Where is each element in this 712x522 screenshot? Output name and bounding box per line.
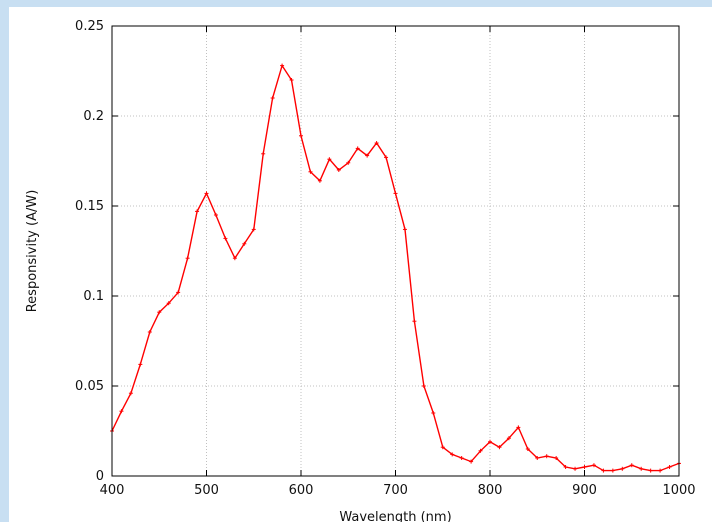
plot-frame <box>111 25 680 477</box>
data-point <box>166 301 171 306</box>
data-point <box>516 425 521 430</box>
data-point <box>648 468 653 473</box>
y-tick-label: 0.1 <box>83 289 104 304</box>
data-point <box>544 454 549 459</box>
y-tick-label: 0.25 <box>75 19 104 34</box>
data-point <box>147 330 152 334</box>
data-point <box>128 391 133 396</box>
data-point <box>242 241 247 246</box>
data-point <box>384 155 389 160</box>
data-point <box>535 456 540 460</box>
data-point <box>554 456 559 460</box>
data-point <box>469 459 474 464</box>
y-tick-label: 0 <box>96 469 104 484</box>
data-point <box>327 157 332 162</box>
data-point <box>336 168 341 172</box>
data-point <box>232 256 237 261</box>
data-point <box>223 236 228 241</box>
data-point <box>270 96 275 100</box>
y-tick-label: 0.2 <box>83 109 104 124</box>
data-point <box>573 466 578 471</box>
series-line <box>111 63 680 472</box>
data-point <box>629 463 634 468</box>
y-tick-label: 0.05 <box>75 379 104 394</box>
data-point <box>176 290 181 295</box>
x-tick-label: 700 <box>383 483 408 498</box>
data-point <box>497 445 502 450</box>
line-chart: 400 500 600 700 800 900 1000 0 0.05 0.1 0.15 0.2 0.2… <box>25 19 696 522</box>
data-point <box>402 227 407 232</box>
data-point <box>639 466 644 471</box>
x-axis-title: Wavelength (nm) <box>339 510 451 522</box>
tick-labels: 400 500 600 700 800 900 1000 0 0.05 0.1 0.15 0.2 0.2… <box>75 19 696 498</box>
data-point <box>308 169 313 174</box>
data-point <box>610 468 615 473</box>
data-point <box>185 256 190 261</box>
data-point <box>478 448 483 453</box>
x-tick-label: 500 <box>194 483 219 498</box>
data-point <box>374 141 379 145</box>
data-point <box>138 362 143 367</box>
y-tick-label: 0.15 <box>75 199 104 214</box>
data-point <box>440 445 445 450</box>
data-point <box>488 439 492 444</box>
data-point <box>204 191 209 196</box>
x-tick-label: 400 <box>100 483 125 498</box>
x-tick-label: 600 <box>289 483 314 498</box>
data-point <box>421 384 426 388</box>
data-point <box>119 409 124 414</box>
data-point <box>459 456 464 460</box>
data-point <box>195 209 200 214</box>
data-point <box>431 411 436 415</box>
data-point <box>346 160 351 165</box>
data-point <box>317 178 322 183</box>
grid <box>112 26 679 476</box>
data-point <box>601 468 606 473</box>
data-point <box>563 465 568 469</box>
data-point <box>450 452 455 457</box>
chart-figure: 400 500 600 700 800 900 1000 0 0.05 0.1 0.15 0.2 0.2… <box>9 7 712 522</box>
data-point <box>365 153 370 158</box>
data-point <box>620 466 625 471</box>
data-point <box>261 151 266 156</box>
data-point <box>667 465 672 469</box>
x-tick-label: 900 <box>572 483 597 498</box>
data-point <box>355 146 360 151</box>
y-axis-title: Responsivity (A/W) <box>25 190 40 313</box>
data-point <box>280 63 285 68</box>
data-point <box>299 133 303 138</box>
data-point <box>289 78 294 82</box>
data-point <box>658 468 663 473</box>
x-tick-label: 800 <box>478 483 503 498</box>
data-point <box>157 310 162 315</box>
data-point <box>412 319 417 324</box>
data-point <box>251 227 256 232</box>
data-point <box>506 436 511 441</box>
data-point <box>525 447 530 451</box>
data-point <box>213 213 218 217</box>
x-tick-label: 1000 <box>662 483 695 498</box>
data-point <box>582 465 587 469</box>
data-point <box>591 463 596 468</box>
data-point <box>393 191 398 196</box>
series-layer <box>110 63 681 473</box>
